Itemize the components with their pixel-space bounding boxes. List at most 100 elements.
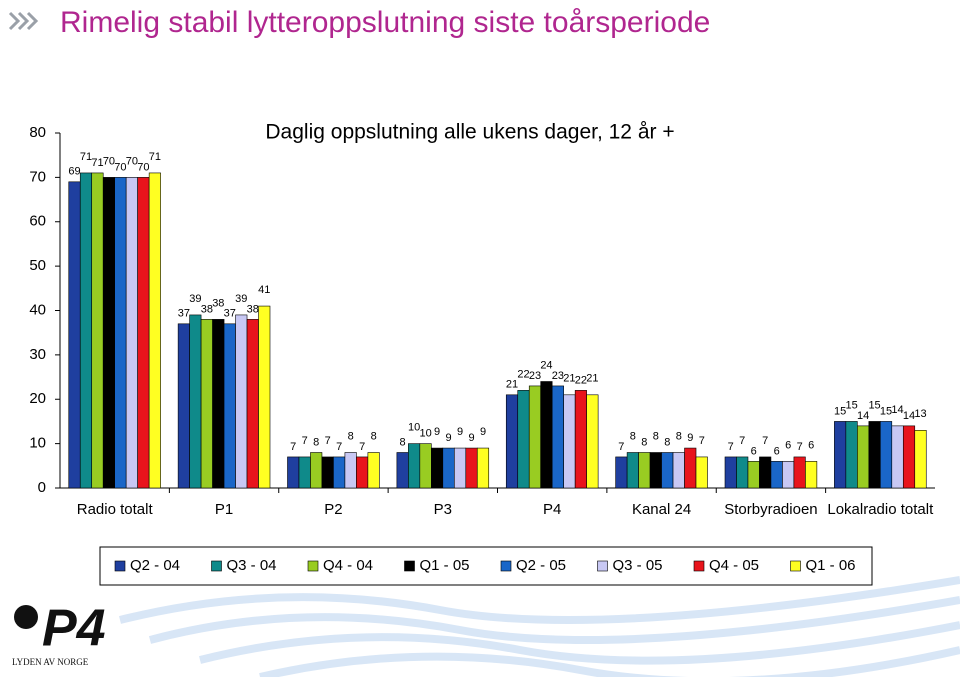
bar	[102, 177, 115, 489]
bar	[793, 456, 806, 489]
bar	[212, 319, 225, 489]
data-label: 9	[445, 432, 451, 444]
data-label: 39	[235, 293, 247, 305]
legend-swatch	[307, 560, 319, 572]
bar	[287, 456, 300, 489]
data-label: 8	[371, 430, 377, 442]
background-waves	[119, 576, 960, 677]
data-label: 10	[408, 422, 420, 434]
bar	[476, 447, 490, 489]
data-label: 21	[506, 379, 518, 391]
legend-box	[99, 546, 873, 586]
bar	[563, 394, 576, 489]
bar	[615, 456, 628, 489]
legend-label: Q1 - 06	[806, 557, 856, 574]
legend-label: Q2 - 05	[516, 557, 566, 574]
y-tick-label: 0	[38, 479, 46, 496]
data-label: 13	[914, 408, 926, 420]
bar	[442, 447, 455, 489]
bar	[672, 452, 685, 489]
x-tick-label: P3	[433, 501, 452, 518]
data-label: 6	[785, 439, 791, 451]
bar	[258, 305, 271, 489]
y-tick-label: 30	[29, 346, 46, 363]
data-label: 15	[868, 399, 880, 411]
bar	[845, 421, 858, 489]
data-label: 22	[575, 374, 587, 386]
bar	[91, 172, 104, 489]
bar	[189, 314, 202, 489]
data-label: 15	[834, 405, 846, 417]
bar	[782, 461, 795, 489]
bar	[759, 456, 772, 489]
data-label: 8	[348, 430, 354, 442]
title-arrows	[8, 11, 39, 31]
data-label: 37	[178, 308, 190, 320]
data-label: 7	[728, 441, 734, 453]
data-label: 14	[891, 404, 903, 416]
y-tick-label: 20	[29, 390, 46, 407]
data-label: 6	[751, 445, 757, 457]
data-label: 41	[258, 284, 270, 296]
data-label: 8	[664, 436, 670, 448]
legend-label: Q1 - 05	[420, 557, 470, 574]
data-label: 38	[212, 297, 224, 309]
x-tick-label: P2	[324, 501, 343, 518]
legend-label: Q4 - 05	[709, 557, 759, 574]
logo: P4 LYDEN AV NORGE	[12, 600, 106, 667]
bar	[223, 323, 236, 489]
bar	[200, 319, 213, 489]
data-label: 24	[540, 359, 552, 371]
bar	[246, 319, 259, 489]
bar	[661, 452, 674, 489]
data-label: 14	[857, 410, 869, 422]
legend-swatch	[114, 560, 126, 572]
y-tick-label: 50	[29, 257, 46, 274]
bar	[125, 177, 138, 489]
bar	[148, 172, 161, 489]
legend-swatch	[693, 560, 705, 572]
data-label: 8	[653, 430, 659, 442]
data-label: 21	[563, 373, 575, 385]
data-label: 8	[400, 436, 406, 448]
bar	[528, 385, 542, 489]
data-label: 7	[325, 435, 331, 447]
bar	[770, 461, 783, 489]
bar	[114, 177, 127, 489]
data-label: 14	[903, 410, 915, 422]
legend-swatch	[790, 560, 801, 572]
y-tick-label: 80	[29, 124, 46, 141]
data-label: 70	[126, 155, 138, 167]
legend-swatch	[211, 560, 222, 572]
bar	[684, 447, 697, 489]
bar	[649, 452, 662, 489]
legend-label: Q3 - 05	[613, 557, 663, 574]
data-label: 7	[797, 441, 803, 453]
bar	[356, 456, 369, 489]
data-label: 15	[880, 405, 892, 417]
data-label: 22	[517, 368, 529, 380]
bar	[79, 172, 93, 489]
bar	[902, 425, 916, 489]
bar	[914, 430, 927, 489]
data-label: 21	[586, 373, 598, 385]
data-label: 23	[552, 370, 564, 382]
data-label: 71	[80, 151, 92, 163]
data-label: 7	[699, 435, 705, 447]
bar	[574, 390, 587, 489]
chart-title: Daglig oppslutning alle ukens dager, 12 …	[265, 121, 674, 144]
legend-label: Q3 - 04	[227, 557, 277, 574]
bar	[747, 461, 760, 489]
legend-swatch	[597, 560, 608, 572]
data-label: 6	[774, 445, 780, 457]
data-label: 7	[359, 441, 365, 453]
data-label: 38	[247, 303, 259, 315]
data-label: 8	[630, 430, 636, 442]
bar	[880, 421, 893, 489]
bar	[367, 452, 380, 489]
data-label: 8	[313, 436, 319, 448]
bar	[344, 452, 357, 489]
bar	[310, 452, 323, 489]
